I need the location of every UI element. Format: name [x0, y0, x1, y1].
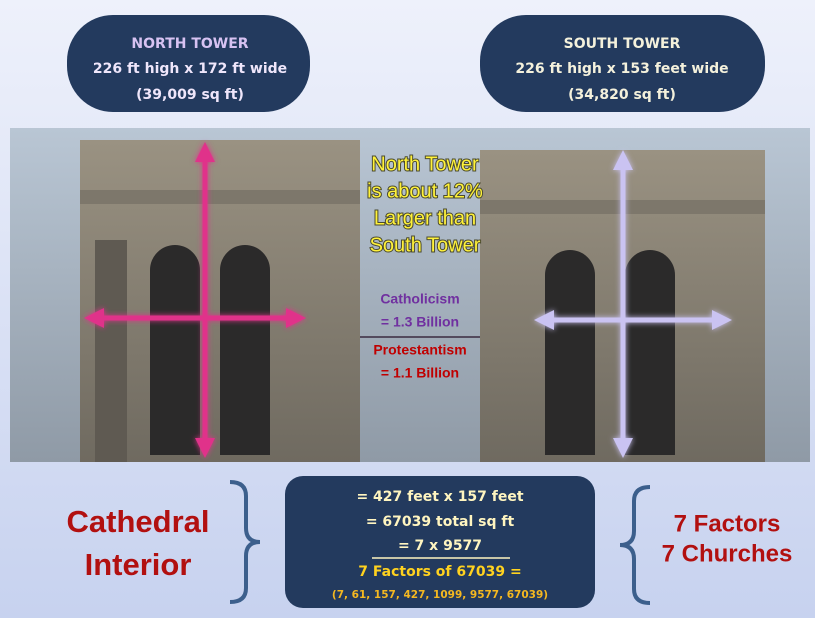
ratio-numerator: = 1.3 Billion	[381, 314, 459, 330]
south-title: SOUTH TOWER	[564, 36, 681, 52]
ratio-denominator: = 1.1 Billion	[381, 365, 459, 381]
comparison-line: is about 12%	[367, 180, 483, 202]
interior-line: (7, 61, 157, 427, 1099, 9577, 67039)	[332, 589, 548, 601]
left-label: Interior	[85, 547, 192, 582]
page: NORTH TOWER 226 ft high x 172 ft wide (3…	[0, 0, 815, 618]
right-label: 7 Churches	[662, 540, 793, 567]
interior-line: = 7 x 9577	[398, 538, 482, 554]
north-area: (39,009 sq ft)	[136, 87, 244, 103]
comparison-line: Larger than	[374, 207, 476, 229]
interior-line: = 67039 total sq ft	[366, 514, 515, 530]
right-label: 7 Factors	[674, 510, 781, 537]
north-title: NORTH TOWER	[131, 36, 248, 52]
north-dimensions: 226 ft high x 172 ft wide	[93, 61, 287, 77]
interior-line: = 427 feet x 157 feet	[356, 489, 523, 505]
infographic: NORTH TOWER 226 ft high x 172 ft wide (3…	[0, 0, 815, 618]
comparison-line: North Tower	[371, 153, 479, 175]
ratio-denominator: Protestantism	[373, 342, 466, 358]
south-area: (34,820 sq ft)	[568, 87, 676, 103]
comparison-line: South Tower	[370, 234, 481, 256]
ratio-numerator: Catholicism	[380, 291, 459, 307]
interior-line: 7 Factors of 67039 =	[358, 564, 521, 580]
left-label: Cathedral	[67, 504, 210, 539]
south-dimensions: 226 ft high x 153 feet wide	[515, 61, 728, 77]
